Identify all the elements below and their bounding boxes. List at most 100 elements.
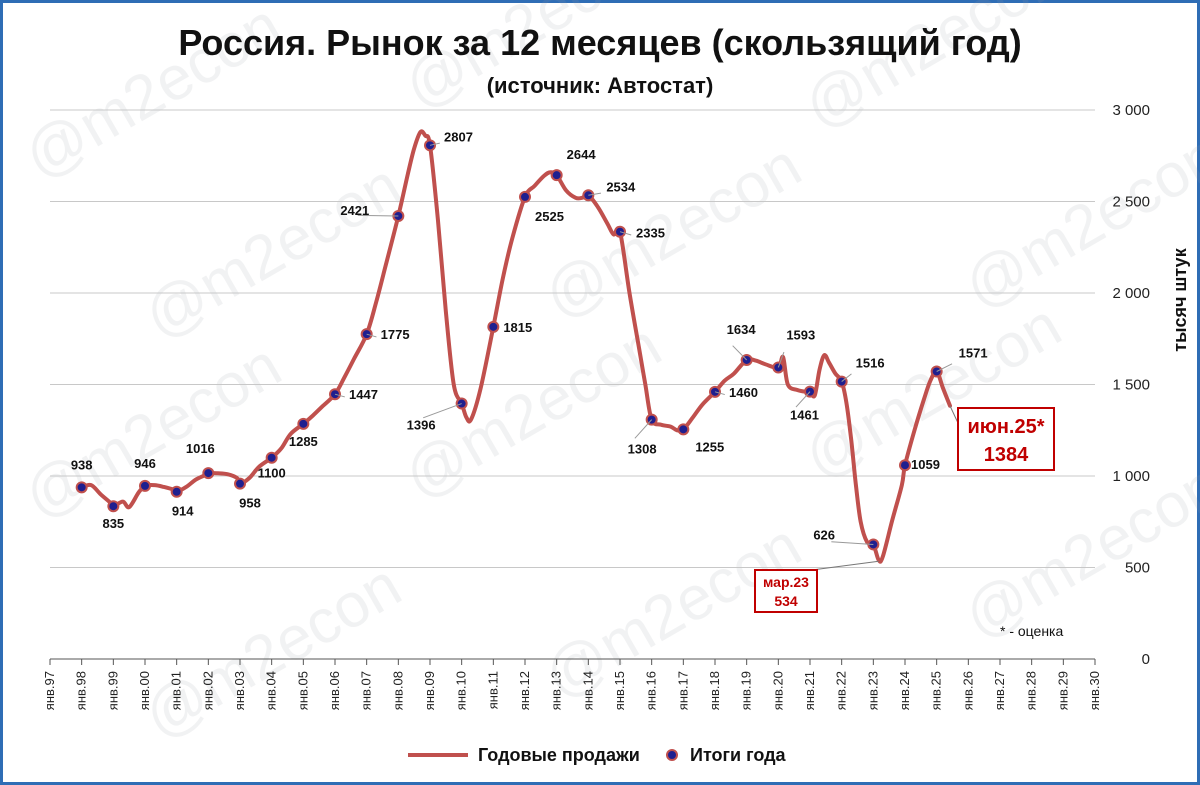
watermark-text: @m2econ xyxy=(953,121,1200,323)
data-label: 1308 xyxy=(628,442,657,457)
x-tick-label: янв.29 xyxy=(1055,671,1070,710)
data-label-leader xyxy=(366,333,377,338)
y-axis: 0 500 1 000 1 500 2 000 2 500 3 000 xyxy=(1112,102,1150,668)
data-label: 914 xyxy=(172,504,194,519)
y-tick-label: 3 000 xyxy=(1112,102,1150,119)
legend: Годовые продажи Итоги года xyxy=(408,745,787,765)
watermark-text: @m2econ xyxy=(393,311,673,513)
data-label: 2807 xyxy=(444,129,473,144)
watermark-text: @m2econ xyxy=(953,451,1200,653)
y-tick-label: 500 xyxy=(1125,560,1150,577)
legend-label-year-totals: Итоги года xyxy=(690,745,787,765)
year-total-marker xyxy=(550,169,563,182)
data-label: 1100 xyxy=(258,466,286,481)
data-label: 2421 xyxy=(340,203,369,218)
year-total-marker xyxy=(234,477,246,490)
data-label: 2525 xyxy=(535,209,564,224)
data-label: 1593 xyxy=(786,327,815,342)
x-tick-label: янв.12 xyxy=(517,671,532,710)
callout-min-value: 534 xyxy=(774,593,798,609)
data-label: 938 xyxy=(71,457,93,472)
callout-estimate-date: июн.25* xyxy=(967,416,1044,438)
x-tick-label: янв.26 xyxy=(960,671,975,710)
x-tick-label: янв.97 xyxy=(42,671,57,710)
x-tick-label: янв.16 xyxy=(644,671,659,710)
x-tick-label: янв.11 xyxy=(485,671,500,709)
estimate-note: * - оценка xyxy=(1000,623,1063,639)
x-tick-label: янв.23 xyxy=(865,671,880,710)
y-tick-label: 2 500 xyxy=(1112,194,1150,211)
callout-estimate-value: 1384 xyxy=(984,444,1029,466)
data-label-leader xyxy=(795,391,811,408)
x-tick-label: янв.25 xyxy=(929,671,944,710)
data-label: 1396 xyxy=(407,418,436,433)
year-total-marker xyxy=(139,479,151,492)
callout-leader-estimate xyxy=(949,405,959,424)
data-label-leader xyxy=(936,363,953,372)
callout-min-date: мар.23 xyxy=(763,574,809,590)
year-total-marker xyxy=(75,481,88,494)
x-tick-label: янв.02 xyxy=(200,671,215,710)
x-tick-label: янв.18 xyxy=(707,671,722,710)
legend-marker-swatch xyxy=(666,749,678,761)
data-label: 2534 xyxy=(606,179,636,194)
x-tick-label: янв.05 xyxy=(295,671,310,710)
x-tick-label: янв.01 xyxy=(169,671,184,710)
x-tick-label: янв.08 xyxy=(390,671,405,710)
data-label: 1059 xyxy=(911,457,940,472)
y-tick-label: 1 000 xyxy=(1112,468,1150,485)
x-tick-label: янв.10 xyxy=(454,671,469,710)
data-label: 1516 xyxy=(856,356,885,371)
data-label-leader xyxy=(357,214,399,217)
x-tick-label: янв.07 xyxy=(359,671,374,710)
x-tick-label: янв.13 xyxy=(549,671,564,710)
year-total-marker xyxy=(107,500,120,513)
data-label: 958 xyxy=(239,496,261,511)
y-tick-label: 2 000 xyxy=(1112,285,1150,302)
x-tick-label: янв.30 xyxy=(1087,671,1102,710)
data-label: 626 xyxy=(813,527,835,542)
x-tick-label: янв.19 xyxy=(739,671,754,710)
x-tick-label: янв.04 xyxy=(264,671,279,710)
x-tick-label: янв.99 xyxy=(105,671,120,710)
series-line-annual-sales xyxy=(79,129,952,564)
data-label-leader xyxy=(732,345,748,361)
data-label-layer: 938 835 946 914 1016 958 1100 1285 1447 1775 2421 2… xyxy=(71,129,988,545)
y-tick-label: 1 500 xyxy=(1112,377,1150,394)
data-label: 1447 xyxy=(349,387,378,402)
data-label: 2335 xyxy=(636,226,665,241)
x-tick-label: янв.00 xyxy=(137,671,152,710)
data-label-leader xyxy=(334,393,345,398)
year-total-marker xyxy=(170,485,183,498)
callout-leader-min xyxy=(811,560,879,571)
x-tick-label: янв.98 xyxy=(74,671,89,710)
data-label-leader xyxy=(634,419,653,439)
x-tick-label: янв.24 xyxy=(897,671,912,710)
data-label: 1255 xyxy=(695,439,724,454)
year-total-marker xyxy=(677,423,690,436)
x-axis: янв.97 янв.98 янв.99 янв.00 янв.01 янв.02 янв.… xyxy=(42,658,1102,710)
x-tick-label: янв.28 xyxy=(1024,671,1039,710)
data-label: 1571 xyxy=(959,346,988,361)
chart-subtitle: (источник: Автостат) xyxy=(487,73,714,98)
data-label-leader xyxy=(429,142,440,146)
year-total-marker xyxy=(519,190,531,203)
x-tick-label: янв.22 xyxy=(834,671,849,710)
data-label: 1285 xyxy=(289,434,318,449)
x-tick-label: янв.03 xyxy=(232,671,247,710)
x-tick-label: янв.09 xyxy=(422,671,437,710)
gridlines xyxy=(50,109,1095,660)
data-label: 1461 xyxy=(790,408,819,423)
y-axis-label: тысяч штук xyxy=(1170,247,1190,351)
data-label: 1016 xyxy=(186,441,215,456)
x-tick-label: янв.06 xyxy=(327,671,342,710)
data-label-leader xyxy=(841,373,852,382)
x-tick-label: янв.14 xyxy=(580,671,595,710)
callout-box-min xyxy=(754,569,818,613)
year-total-marker xyxy=(297,417,310,430)
year-total-marker xyxy=(899,459,911,472)
data-label: 946 xyxy=(134,456,156,471)
data-label-leader xyxy=(831,541,874,545)
